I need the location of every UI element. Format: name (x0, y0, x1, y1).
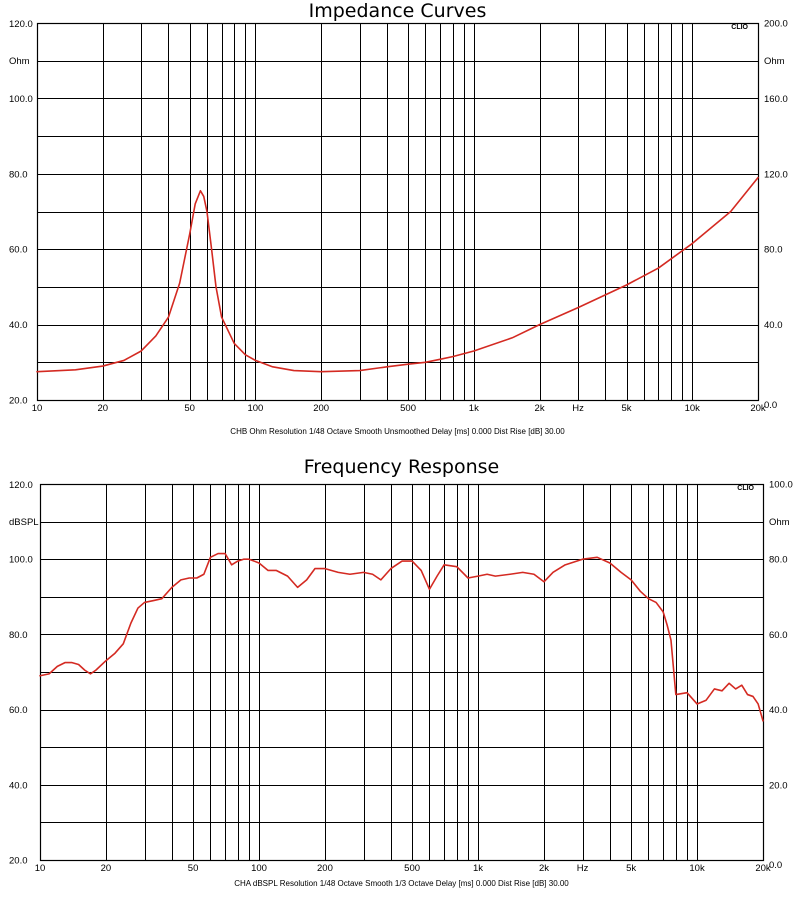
x-tick-label: 200 (313, 403, 329, 414)
y2-tick-label: 160.0 (764, 94, 788, 105)
chart-panel-2: Frequency Response 20.0 0.0 40.0 20.0 60.0 40.… (9, 456, 793, 888)
x-tick-label: 20 (97, 403, 108, 414)
chart-panel-1: Impedance Curves 20.0 0.0 40.0 40.0 60.0 80.0 8… (9, 0, 788, 436)
horizontal-gridlines (37, 23, 758, 401)
y-tick-label: 20.0 (9, 856, 28, 867)
x-axis-unit-label: Hz (577, 863, 589, 874)
y-tick-label: 80.0 (9, 169, 28, 180)
x-tick-label: 200 (317, 863, 333, 874)
x-tick-label: 20k (750, 403, 766, 414)
x-tick-label: 1k (469, 403, 479, 414)
series-line (39, 552, 764, 722)
x-tick-label: 500 (400, 403, 416, 414)
x-tick-label: 10k (685, 403, 701, 414)
x-tick-label: 20 (101, 863, 112, 874)
brand-mark: CLIO (731, 24, 748, 31)
y2-tick-label: 80.0 (764, 245, 783, 256)
y2-tick-label: 120.0 (764, 169, 788, 180)
x-tick-label: 10 (32, 403, 43, 414)
x-tick-label: 2k (539, 863, 549, 874)
chart-title: Impedance Curves (309, 0, 487, 22)
series-line (36, 176, 759, 373)
x-tick-label: 50 (188, 863, 199, 874)
y-tick-label: 120.0 (9, 480, 33, 491)
x-tick-label: 100 (251, 863, 267, 874)
x-axis-unit-label: Hz (572, 403, 584, 414)
brand-mark: CLIO (737, 485, 754, 492)
y2-tick-label: 200.0 (764, 19, 788, 30)
x-tick-label: 50 (184, 403, 195, 414)
y-tick-label: 40.0 (9, 320, 28, 331)
plot-frame (39, 483, 765, 862)
y-tick-label: 100.0 (9, 555, 33, 566)
y-axis-label: Ohm (9, 56, 30, 67)
y2-tick-label: 80.0 (769, 555, 788, 566)
y-tick-label: 60.0 (9, 245, 28, 256)
y2-tick-label: 0.0 (769, 860, 782, 871)
y-tick-label: 60.0 (9, 705, 28, 716)
y2-tick-label: 60.0 (769, 630, 788, 641)
y2-tick-label: 40.0 (769, 705, 788, 716)
y-tick-label: 120.0 (9, 19, 33, 30)
x-tick-label: 1k (473, 863, 483, 874)
chart-footer-settings: CHB Ohm Resolution 1/48 Octave Smooth Un… (230, 427, 565, 436)
x-tick-label: 10k (689, 863, 705, 874)
y-tick-label: 20.0 (9, 396, 28, 407)
y-tick-label: 100.0 (9, 94, 33, 105)
chart-title: Frequency Response (304, 456, 499, 478)
y2-tick-label: 20.0 (769, 780, 788, 791)
horizontal-gridlines (40, 484, 763, 861)
y2-tick-label: 0.0 (764, 400, 777, 411)
x-tick-label: 5k (626, 863, 636, 874)
y-axis-label: dBSPL (9, 517, 39, 528)
chart-footer-settings: CHA dBSPL Resolution 1/48 Octave Smooth … (234, 879, 569, 888)
y2-tick-label: 100.0 (769, 480, 793, 491)
plot-frame (36, 22, 760, 402)
y2-axis-label: Ohm (769, 517, 790, 528)
x-tick-label: 500 (404, 863, 420, 874)
y2-tick-label: 40.0 (764, 320, 783, 331)
x-tick-label: 10 (35, 863, 46, 874)
x-tick-label: 20k (755, 863, 771, 874)
y-tick-label: 80.0 (9, 630, 28, 641)
x-tick-label: 2k (535, 403, 545, 414)
y-tick-label: 40.0 (9, 780, 28, 791)
vertical-gridlines (37, 23, 759, 400)
x-tick-label: 100 (247, 403, 263, 414)
x-tick-label: 5k (621, 403, 631, 414)
y2-axis-label: Ohm (764, 56, 785, 67)
